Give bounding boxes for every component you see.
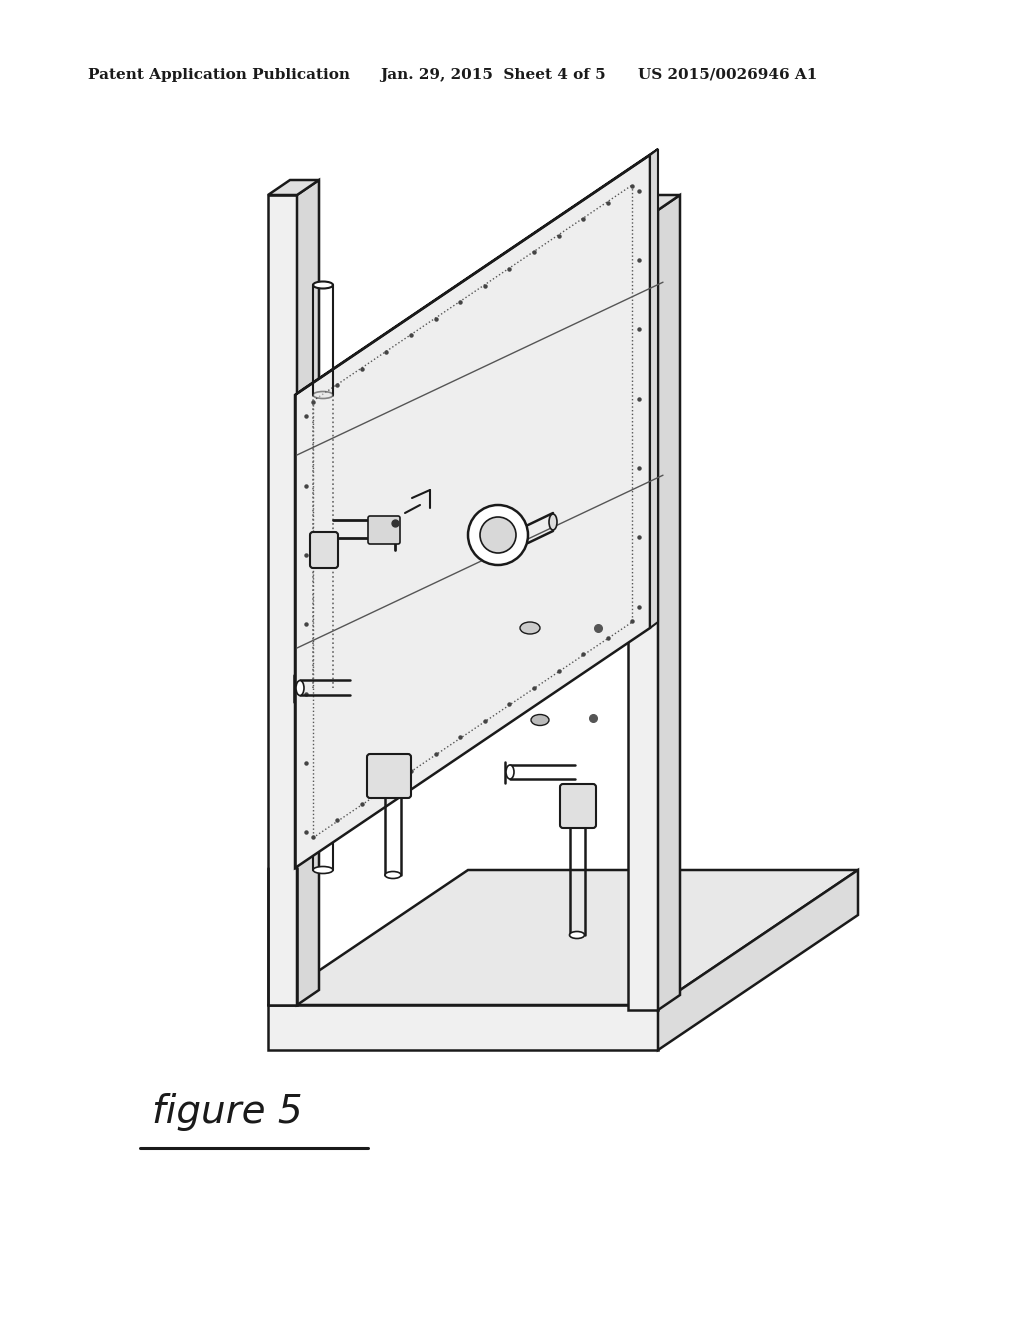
Polygon shape [268, 1005, 658, 1049]
Ellipse shape [520, 622, 540, 634]
Ellipse shape [569, 932, 585, 939]
Polygon shape [658, 195, 680, 1010]
Polygon shape [628, 210, 658, 1010]
Polygon shape [268, 870, 858, 1005]
Circle shape [468, 506, 528, 565]
Ellipse shape [549, 513, 557, 531]
FancyBboxPatch shape [368, 516, 400, 544]
FancyBboxPatch shape [560, 784, 596, 828]
Ellipse shape [506, 766, 514, 779]
Circle shape [480, 517, 516, 553]
Polygon shape [297, 180, 319, 1005]
Text: Jan. 29, 2015  Sheet 4 of 5: Jan. 29, 2015 Sheet 4 of 5 [380, 69, 605, 82]
Text: Patent Application Publication: Patent Application Publication [88, 69, 350, 82]
Ellipse shape [531, 714, 549, 726]
Polygon shape [295, 154, 650, 869]
Polygon shape [628, 195, 680, 210]
Polygon shape [268, 180, 319, 195]
Polygon shape [650, 149, 658, 628]
Polygon shape [268, 195, 297, 1005]
FancyBboxPatch shape [367, 754, 411, 799]
Ellipse shape [313, 392, 333, 399]
FancyBboxPatch shape [310, 532, 338, 568]
Ellipse shape [385, 871, 401, 879]
Polygon shape [295, 149, 658, 395]
Text: figure 5: figure 5 [152, 1093, 303, 1131]
Ellipse shape [313, 281, 333, 289]
Text: US 2015/0026946 A1: US 2015/0026946 A1 [638, 69, 817, 82]
Ellipse shape [313, 866, 333, 874]
Polygon shape [658, 870, 858, 1049]
Ellipse shape [296, 681, 304, 696]
